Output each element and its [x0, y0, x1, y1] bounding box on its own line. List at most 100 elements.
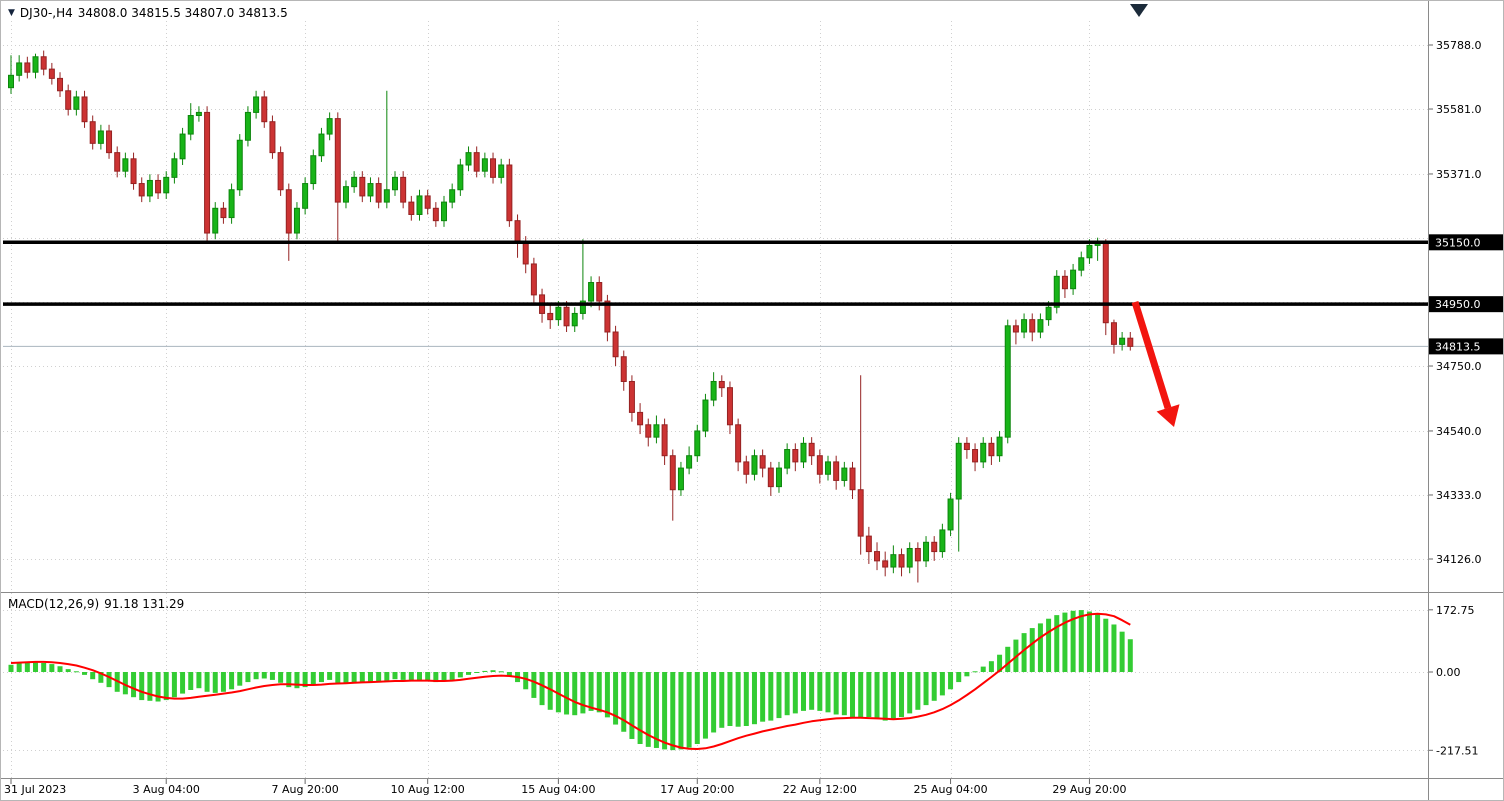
svg-text:34540.0: 34540.0 [1436, 425, 1482, 438]
svg-text:34126.0: 34126.0 [1436, 553, 1482, 566]
macd-bar [327, 672, 333, 680]
candle [106, 124, 113, 159]
candle [645, 418, 652, 447]
candle [220, 202, 227, 224]
macd-bar [8, 664, 14, 672]
svg-text:35581.0: 35581.0 [1436, 103, 1482, 116]
candle [1061, 270, 1068, 298]
macd-bar [890, 672, 896, 719]
macd-bar [41, 663, 47, 672]
candle [571, 307, 578, 332]
candle [808, 437, 815, 465]
macd-bar [948, 672, 954, 690]
macd-bar [547, 672, 553, 710]
candle [351, 171, 358, 193]
macd-bar [1005, 646, 1011, 672]
candle [906, 542, 913, 574]
candle [81, 90, 88, 128]
candle [277, 146, 284, 196]
macd-bar [523, 672, 529, 690]
macd-bar [980, 666, 986, 672]
candle [244, 106, 251, 147]
candle [473, 146, 480, 178]
current-price-badge: 34813.5 [1429, 338, 1503, 355]
candle [1012, 319, 1019, 345]
trend-arrow[interactable] [1131, 300, 1180, 427]
candle [65, 84, 72, 116]
macd-axis[interactable]: 172.75 0.00 -217.51 [1429, 604, 1478, 757]
macd-bar [555, 672, 561, 713]
macd-bar [490, 670, 496, 672]
candle [775, 461, 782, 493]
candle [179, 127, 186, 165]
macd-bar [286, 672, 292, 688]
price-axis[interactable]: 35788.0 35581.0 35371.0 34750.0 34540.0 34333… [1429, 39, 1482, 566]
macd-bar [367, 672, 373, 683]
candle [980, 437, 987, 469]
candle [212, 202, 219, 240]
candle [694, 424, 701, 462]
macd-bar [841, 672, 847, 716]
candle [334, 112, 341, 243]
candle [653, 415, 660, 444]
price-level-badge: 35150.0 [1429, 234, 1503, 251]
candle [841, 461, 848, 487]
candle [383, 90, 390, 209]
macd-name: MACD(12,26,9) [8, 597, 100, 611]
macd-bar [171, 672, 177, 698]
chevron-down-icon[interactable]: ▼ [8, 7, 15, 18]
macd-bar [417, 672, 422, 681]
svg-text:25 Aug 04:00: 25 Aug 04:00 [913, 783, 987, 796]
candle [923, 536, 930, 568]
time-axis[interactable]: 31 Jul 2023 3 Aug 04:00 7 Aug 20:00 10 Aug … [4, 779, 1127, 796]
candles-series [8, 50, 1134, 583]
macd-bar [637, 672, 643, 744]
macd-bar [1111, 624, 1117, 672]
candle [874, 542, 881, 571]
candle [882, 551, 889, 577]
symbol-timeframe-label: DJ30-,H4 [19, 6, 73, 20]
macd-bar [670, 672, 676, 751]
candle [1053, 270, 1060, 314]
macd-bar [106, 672, 112, 688]
candle [236, 134, 243, 196]
candle [146, 174, 153, 203]
candle [465, 146, 472, 172]
macd-bar [188, 672, 194, 690]
macd-bar [351, 672, 357, 683]
candle [155, 174, 162, 200]
candle [1127, 331, 1134, 351]
candle [972, 443, 979, 472]
macd-bar [629, 672, 635, 739]
svg-text:34950.0: 34950.0 [1435, 298, 1481, 311]
candle [857, 375, 864, 555]
candle [285, 183, 292, 261]
macd-bar [253, 672, 259, 680]
macd-bar [1095, 614, 1101, 672]
macd-bar [474, 672, 480, 673]
macd-bar [1070, 610, 1076, 672]
svg-text:35150.0: 35150.0 [1435, 236, 1481, 249]
candle [1119, 331, 1126, 351]
candle [686, 446, 693, 475]
macd-bar [139, 672, 145, 701]
macd-bar [400, 672, 406, 680]
macd-bar [972, 671, 978, 673]
chart-shift-marker[interactable] [1130, 4, 1148, 17]
macd-bar [809, 672, 815, 710]
candle [424, 189, 431, 215]
candle [914, 542, 921, 583]
candle [171, 152, 178, 184]
macd-bar [237, 672, 243, 686]
macd-bar [278, 672, 284, 683]
macd-bar [899, 672, 905, 717]
macd-bar [792, 672, 798, 714]
macd-bar [596, 672, 602, 713]
macd-bar [572, 672, 578, 716]
macd-indicator-label: MACD(12,26,9) 91.18 131.29 [8, 597, 184, 611]
macd-bar [261, 672, 267, 679]
macd-signal-line [10, 612, 1131, 750]
macd-bar [131, 672, 137, 698]
